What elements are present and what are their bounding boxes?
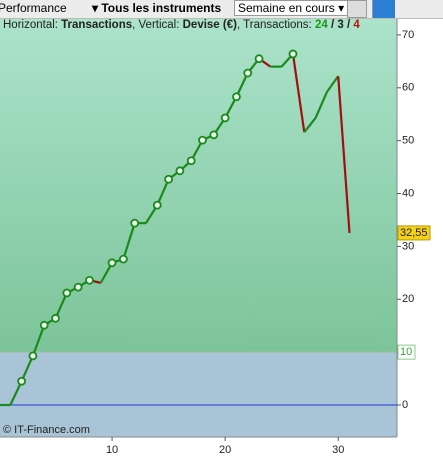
- trade-marker: [243, 68, 253, 78]
- trade-marker: [209, 130, 219, 140]
- trade-marker: [28, 351, 38, 361]
- y-tick-label: 30: [402, 240, 414, 252]
- trade-marker: [288, 49, 298, 59]
- equity-segment: [122, 222, 136, 260]
- trade-marker: [175, 166, 185, 176]
- share-button[interactable]: [373, 0, 395, 18]
- x-tick-label: 30: [332, 444, 344, 456]
- loss-count: 4: [353, 19, 360, 31]
- y-tick-label: 40: [402, 187, 414, 199]
- trade-marker: [118, 254, 128, 264]
- equity-segment: [20, 355, 34, 382]
- period-select[interactable]: Semaine en cours ▾: [234, 0, 349, 16]
- info-text: , Vertical:: [132, 19, 183, 31]
- info-text: /: [327, 19, 338, 31]
- current-value-label: 32,55: [400, 227, 428, 239]
- info-line: Horizontal: Transactions, Vertical: Devi…: [3, 19, 360, 31]
- toolbar: Performance ▾ Tous les instruments Semai…: [0, 0, 443, 19]
- watermark: © IT-Finance.com: [3, 424, 90, 436]
- profit-zone: [0, 18, 397, 353]
- info-text: , Transactions:: [236, 19, 315, 31]
- x-tick-label: 20: [219, 444, 231, 456]
- trade-marker: [17, 376, 27, 386]
- info-text: Transactions: [61, 19, 133, 31]
- threshold-label: 10: [400, 346, 412, 358]
- equity-segment: [31, 324, 46, 357]
- info-text: Devise (€): [182, 19, 237, 31]
- y-tick-label: 50: [402, 135, 414, 147]
- trade-marker: [107, 258, 117, 268]
- trade-marker: [85, 275, 94, 285]
- trade-marker: [232, 92, 241, 102]
- equity-segment: [303, 117, 317, 133]
- info-text: Horizontal:: [3, 19, 62, 31]
- y-tick-label: 60: [402, 82, 414, 94]
- y-tick-label: 0: [402, 399, 408, 411]
- loss-zone: [0, 352, 397, 437]
- instruments-label: Tous les instruments: [101, 1, 222, 15]
- win-count: 24: [314, 19, 328, 31]
- equity-segment: [337, 76, 351, 233]
- performance-button[interactable]: Performance: [0, 1, 67, 15]
- y-tick-label: 70: [402, 29, 414, 41]
- trade-marker: [51, 313, 60, 323]
- trade-marker: [186, 156, 196, 166]
- trade-marker: [62, 288, 72, 298]
- trade-marker: [164, 174, 174, 184]
- trade-marker: [152, 200, 162, 210]
- equity-segment: [291, 53, 306, 133]
- instruments-dropdown[interactable]: ▾ Tous les instruments: [92, 1, 222, 15]
- threshold-box: [397, 344, 416, 360]
- y-tick-label: 20: [402, 293, 414, 305]
- current-value-box: [397, 225, 431, 241]
- even-count: 3: [337, 19, 344, 31]
- trade-marker: [220, 113, 230, 123]
- trade-marker: [73, 282, 83, 292]
- info-text: /: [343, 19, 354, 31]
- equity-segment: [54, 292, 68, 319]
- equity-segment: [156, 178, 170, 206]
- x-tick-label: 10: [106, 444, 118, 456]
- trade-marker: [130, 218, 140, 228]
- settings-button[interactable]: [347, 0, 367, 18]
- equity-segment: [326, 75, 340, 93]
- trade-marker: [254, 54, 264, 64]
- period-label: Semaine en cours: [238, 1, 335, 15]
- trade-marker: [39, 320, 49, 330]
- equity-segment: [314, 91, 328, 119]
- trade-marker: [198, 135, 207, 145]
